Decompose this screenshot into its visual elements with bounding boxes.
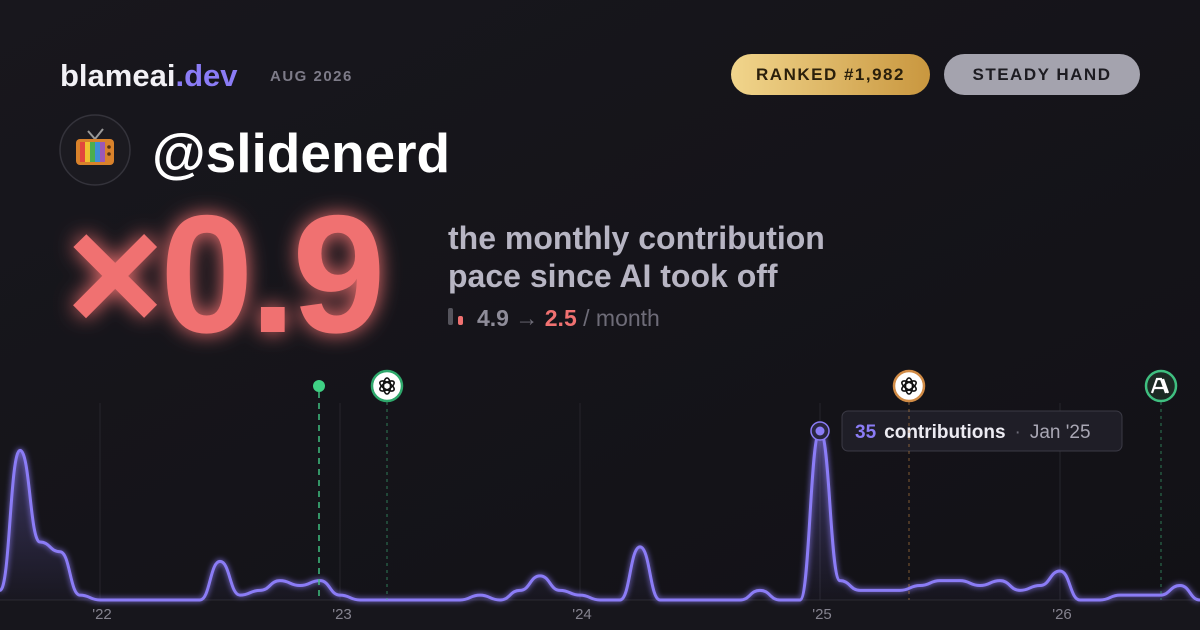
avatar bbox=[59, 114, 131, 186]
before-bar bbox=[448, 308, 453, 325]
line bbox=[0, 429, 1200, 602]
highlight-point bbox=[815, 426, 825, 436]
x-tick-label: '22 bbox=[92, 606, 112, 623]
event-markers bbox=[313, 369, 1178, 600]
handle: @slidenerd bbox=[152, 122, 450, 184]
tooltip-text: 35 contributions · Jan '25 bbox=[855, 422, 1091, 443]
brand-name: blameai bbox=[60, 58, 175, 93]
after-value: 2.5 bbox=[545, 305, 577, 331]
period: AUG 2026 bbox=[270, 68, 353, 85]
pace-row: 4.9 → 2.5 / month bbox=[477, 305, 660, 331]
description-line: pace since AI took off bbox=[448, 258, 778, 294]
before-value: 4.9 bbox=[477, 305, 509, 331]
x-tick-label: '24 bbox=[572, 606, 592, 623]
chart: '22 '23 '24 '25 '26 35 contributions · Jan '25 bbox=[0, 403, 1200, 623]
style-badge bbox=[944, 54, 1140, 95]
x-tick-label: '23 bbox=[332, 606, 352, 623]
axis-strip bbox=[0, 600, 1200, 630]
rank-badge bbox=[731, 54, 930, 95]
tooltip-date: Jan '25 bbox=[1030, 422, 1091, 443]
tooltip-separator: · bbox=[1015, 422, 1021, 443]
tooltip-value: 35 bbox=[855, 422, 877, 443]
brand: blameai.dev bbox=[60, 58, 238, 93]
after-bar bbox=[458, 316, 463, 325]
arrow: → bbox=[515, 305, 538, 331]
description-line: the monthly contribution bbox=[448, 220, 825, 256]
tooltip: 35 contributions · Jan '25 bbox=[841, 410, 1123, 452]
x-tick-label: '25 bbox=[812, 606, 832, 623]
tooltip-label: contributions bbox=[884, 422, 1005, 443]
style-badge-text: STEADY HAND bbox=[973, 65, 1112, 84]
rank-badge-text: RANKED #1,982 bbox=[756, 65, 905, 84]
unit: / month bbox=[583, 305, 660, 331]
tooltip-box bbox=[841, 410, 1123, 452]
x-tick-label: '26 bbox=[1052, 606, 1072, 623]
brand-domain: .dev bbox=[175, 58, 238, 93]
multiplier: ×0.9 bbox=[66, 180, 382, 368]
